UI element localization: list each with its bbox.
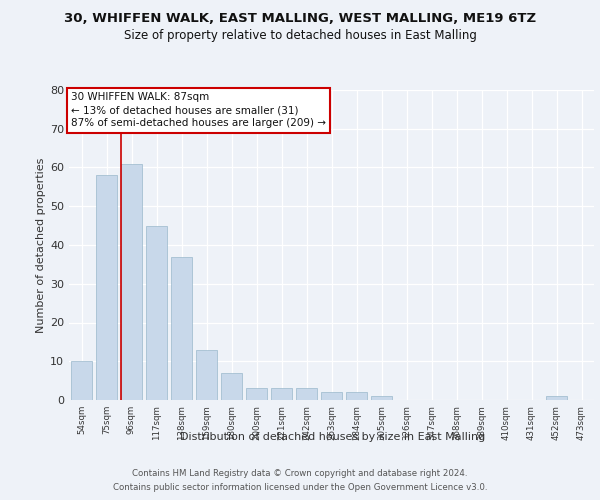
Bar — [246, 388, 267, 400]
Text: Contains public sector information licensed under the Open Government Licence v3: Contains public sector information licen… — [113, 483, 487, 492]
Bar — [296, 388, 317, 400]
Bar — [546, 396, 567, 400]
Text: 30 WHIFFEN WALK: 87sqm
← 13% of detached houses are smaller (31)
87% of semi-det: 30 WHIFFEN WALK: 87sqm ← 13% of detached… — [71, 92, 326, 128]
Bar — [146, 226, 167, 400]
Bar — [221, 373, 242, 400]
Bar — [346, 392, 367, 400]
Bar — [371, 396, 392, 400]
Bar — [71, 361, 92, 400]
Bar — [171, 256, 192, 400]
Text: Size of property relative to detached houses in East Malling: Size of property relative to detached ho… — [124, 29, 476, 42]
Text: Contains HM Land Registry data © Crown copyright and database right 2024.: Contains HM Land Registry data © Crown c… — [132, 470, 468, 478]
Bar — [121, 164, 142, 400]
Bar — [96, 175, 117, 400]
Y-axis label: Number of detached properties: Number of detached properties — [36, 158, 46, 332]
Text: Distribution of detached houses by size in East Malling: Distribution of detached houses by size … — [181, 432, 485, 442]
Bar — [196, 350, 217, 400]
Text: 30, WHIFFEN WALK, EAST MALLING, WEST MALLING, ME19 6TZ: 30, WHIFFEN WALK, EAST MALLING, WEST MAL… — [64, 12, 536, 26]
Bar — [271, 388, 292, 400]
Bar — [321, 392, 342, 400]
